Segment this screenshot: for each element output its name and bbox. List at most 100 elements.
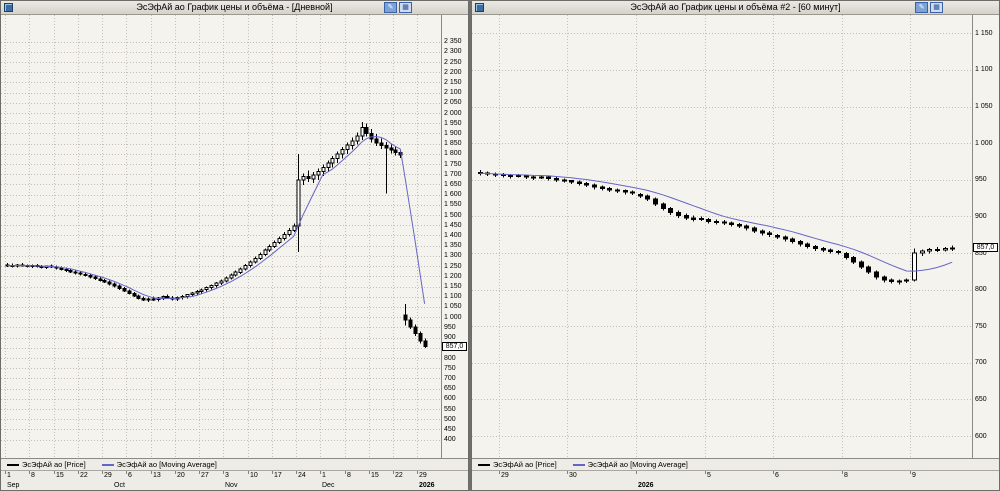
time-axis-tick [345,471,346,474]
month-label: Nov [225,482,238,489]
price-tick-label: 800 [975,286,987,294]
price-tick-label: 1 250 [444,262,462,270]
price-tick-label: 600 [975,432,987,440]
price-tick-label: 750 [444,364,456,372]
price-tick-label: 2 050 [444,99,462,107]
draw-tool-button[interactable]: ✎ [915,2,928,13]
window-title: ЭсЭфАй ао График цены и объёма - [Дневно… [136,2,333,12]
time-axis[interactable]: 29 30 5 6 8 9 2026 [472,470,999,490]
time-tick-label: 6 [128,472,132,479]
moving-average-line [479,172,953,272]
grid-lines [472,15,972,458]
month-label: Dec [322,482,335,489]
ma-line-swatch [101,463,114,466]
price-tick-label: 650 [975,395,987,403]
price-tick-label: 1 850 [444,140,462,148]
year-label: 2026 [638,482,654,489]
time-tick-label: 27 [201,472,209,479]
time-tick-label: 29 [419,472,427,479]
plot-area[interactable] [472,15,972,458]
time-tick-label: 8 [844,472,848,479]
legend-item-price: ЭсЭфАй ао [Price] [478,460,557,469]
time-axis-tick [773,471,774,474]
price-line-swatch [7,463,19,466]
time-axis-tick [29,471,30,474]
price-tick-label: 950 [444,323,456,331]
price-tick-label: 2 350 [444,38,462,45]
time-tick-label: 3 [225,472,229,479]
time-tick-label: 24 [298,472,306,479]
price-axis[interactable]: 857,0 600 650 700 750 800 850 900 950 1 000 1 050… [972,15,999,458]
month-label: Oct [114,482,125,489]
time-axis-tick [417,471,418,474]
titlebar[interactable]: ЭсЭфАй ао График цены и объёма #2 - [60 … [472,1,999,15]
time-axis-tick [102,471,103,474]
ma-line-swatch [572,463,585,466]
legend-label: ЭсЭфАй ао [Price] [22,460,86,469]
price-tick-label: 1 800 [444,150,462,158]
time-axis-tick [320,471,321,474]
price-tick-label: 2 300 [444,48,462,56]
price-tick-label: 600 [444,395,456,403]
chart-legend: ЭсЭфАй ао [Price] ЭсЭфАй ао [Moving Aver… [1,458,468,470]
chart-settings-button[interactable]: ▦ [930,2,943,13]
price-tick-label: 1 000 [444,313,462,321]
price-tick-label: 2 250 [444,58,462,66]
time-axis-tick [126,471,127,474]
price-tick-label: 2 100 [444,89,462,97]
price-tick-label: 650 [444,385,456,393]
chart-body: 857,0 4004505005506006507007508008509009… [1,15,468,458]
time-axis-months: Sep Oct Nov Dec 2026 [1,481,441,490]
time-axis-tick [369,471,370,474]
last-price-label: 857,0 [973,243,998,253]
legend-label: ЭсЭфАй ао [Price] [493,460,557,469]
chart-body: 857,0 600 650 700 750 800 850 900 950 1 000 1 050… [472,15,999,458]
price-tick-label: 1 150 [444,283,462,290]
price-tick-label: 900 [444,334,456,342]
time-tick-label: 29 [501,472,509,479]
time-tick-label: 9 [912,472,916,479]
price-tick-label: 800 [444,354,456,362]
price-tick-label: 900 [975,212,987,220]
time-tick-label: 5 [707,472,711,479]
titlebar-toolbar: ✎ ▦ [384,2,412,13]
time-tick-label: 17 [274,472,282,479]
time-axis-tick [248,471,249,474]
price-tick-label: 1 650 [444,180,462,188]
draw-tool-button[interactable]: ✎ [384,2,397,13]
price-tick-label: 1 750 [444,160,462,168]
price-tick-label: 1 500 [444,211,462,219]
time-tick-label: 22 [80,472,88,479]
price-tick-label: 500 [444,415,456,423]
time-axis-tick [636,471,637,474]
time-axis-tick [5,471,6,474]
price-axis[interactable]: 857,0 4004505005506006507007508008509009… [441,15,468,458]
year-label: 2026 [419,482,435,489]
legend-item-price: ЭсЭфАй ао [Price] [7,460,86,469]
time-axis-tick [223,471,224,474]
time-axis-tick [151,471,152,474]
time-tick-label: 10 [250,472,258,479]
chart-settings-button[interactable]: ▦ [399,2,412,13]
titlebar[interactable]: ЭсЭфАй ао График цены и объёма - [Дневно… [1,1,468,15]
time-axis-tick [199,471,200,474]
price-tick-label: 1 950 [444,119,462,127]
time-tick-label: 30 [569,472,577,479]
time-axis-days: 29 30 5 6 8 9 [472,471,972,481]
price-tick-label: 1 000 [975,139,993,147]
time-tick-label: 13 [153,472,161,479]
time-axis-tick [78,471,79,474]
window-menu-icon[interactable] [4,3,13,12]
last-price-label: 857,0 [442,341,467,351]
candlestick-chart[interactable] [472,15,972,458]
candlestick-chart[interactable] [1,15,441,458]
time-tick-label: 29 [104,472,112,479]
plot-area[interactable] [1,15,441,458]
window-title: ЭсЭфАй ао График цены и объёма #2 - [60 … [630,2,841,12]
time-axis-tick [393,471,394,474]
time-axis-days: 1 8 15 22 29 6 13 20 27 3 10 17 24 1 8 15 22 29 [1,471,441,481]
time-axis[interactable]: 1 8 15 22 29 6 13 20 27 3 10 17 24 1 8 15 22 29 Sep Oct Nov… [1,470,468,490]
window-menu-icon[interactable] [475,3,484,12]
candles-layer [478,170,955,285]
